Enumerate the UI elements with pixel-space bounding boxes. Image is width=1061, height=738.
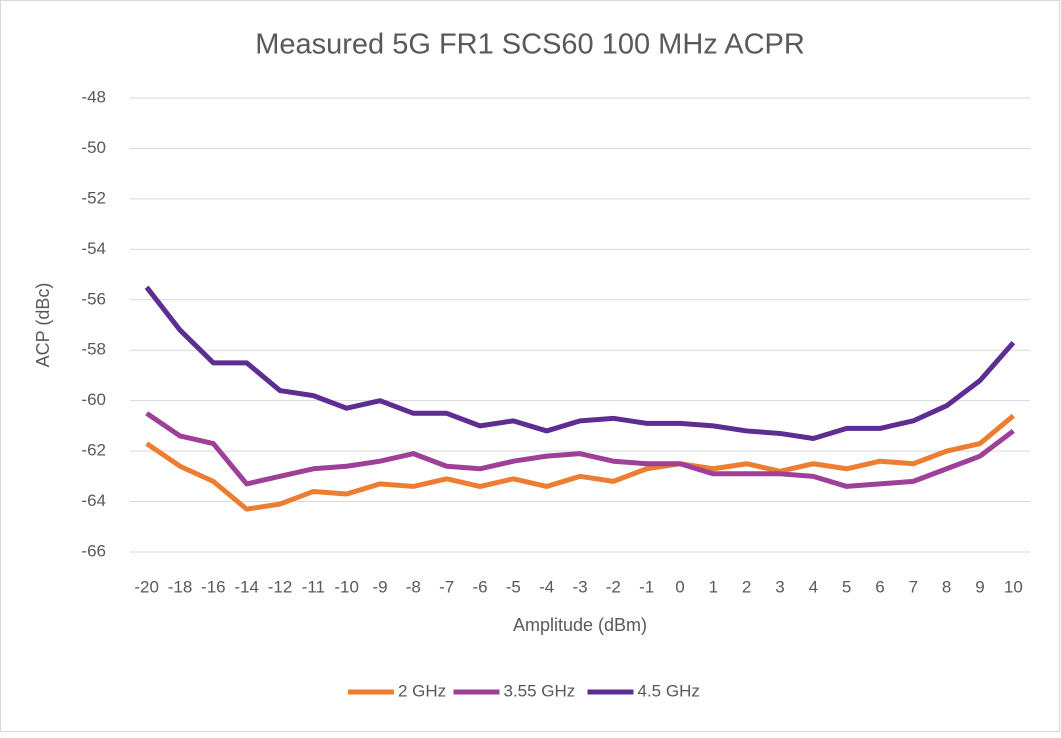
series-line	[145, 413, 1015, 512]
x-tick-label: -20	[134, 577, 159, 596]
legend-label: 2 GHz	[398, 681, 446, 700]
x-tick-label: 6	[875, 577, 884, 596]
x-tick-label: 1	[709, 577, 718, 596]
x-tick-label: 9	[975, 577, 984, 596]
x-tick-label: 4	[809, 577, 818, 596]
x-axis-label: Amplitude (dBm)	[513, 615, 647, 635]
x-tick-label: -3	[572, 577, 587, 596]
x-tick-label: 10	[1004, 577, 1023, 596]
series-line	[144, 285, 1016, 441]
y-tick-label: -66	[81, 541, 106, 560]
y-tick-label: -64	[81, 491, 106, 510]
x-tick-label: 2	[742, 577, 751, 596]
y-tick-label: -58	[81, 340, 106, 359]
x-tick-label: -10	[334, 577, 359, 596]
x-tick-label: 8	[942, 577, 951, 596]
chart-title: Measured 5G FR1 SCS60 100 MHz ACPR	[255, 29, 805, 61]
series-line	[145, 411, 1015, 489]
x-tick-label: -6	[472, 577, 487, 596]
y-axis-label: ACP (dBc)	[33, 283, 53, 368]
y-tick-label: -54	[81, 239, 106, 258]
x-tick-label: -4	[539, 577, 554, 596]
x-tick-label: -14	[234, 577, 259, 596]
x-tick-label: 0	[675, 577, 684, 596]
x-tick-label: -16	[201, 577, 226, 596]
y-tick-label: -62	[81, 441, 106, 460]
x-tick-label: -5	[506, 577, 521, 596]
y-tick-label: -56	[81, 289, 106, 308]
x-tick-label: -18	[168, 577, 193, 596]
x-tick-label: -9	[372, 577, 387, 596]
x-tick-label: 3	[775, 577, 784, 596]
y-tick-label: -48	[81, 87, 106, 106]
x-tick-label: -1	[639, 577, 654, 596]
y-tick-label: -50	[81, 138, 106, 157]
x-tick-label: -11	[302, 577, 325, 596]
legend-label: 4.5 GHz	[638, 681, 700, 700]
x-tick-label: -8	[406, 577, 421, 596]
x-tick-label: -12	[268, 577, 293, 596]
legend-label: 3.55 GHz	[504, 681, 576, 700]
y-tick-label: -52	[81, 188, 106, 207]
y-tick-label: -60	[81, 390, 106, 409]
x-tick-label: -7	[439, 577, 454, 596]
x-tick-label: 7	[909, 577, 918, 596]
x-tick-label: 5	[842, 577, 851, 596]
x-tick-label: -2	[606, 577, 621, 596]
